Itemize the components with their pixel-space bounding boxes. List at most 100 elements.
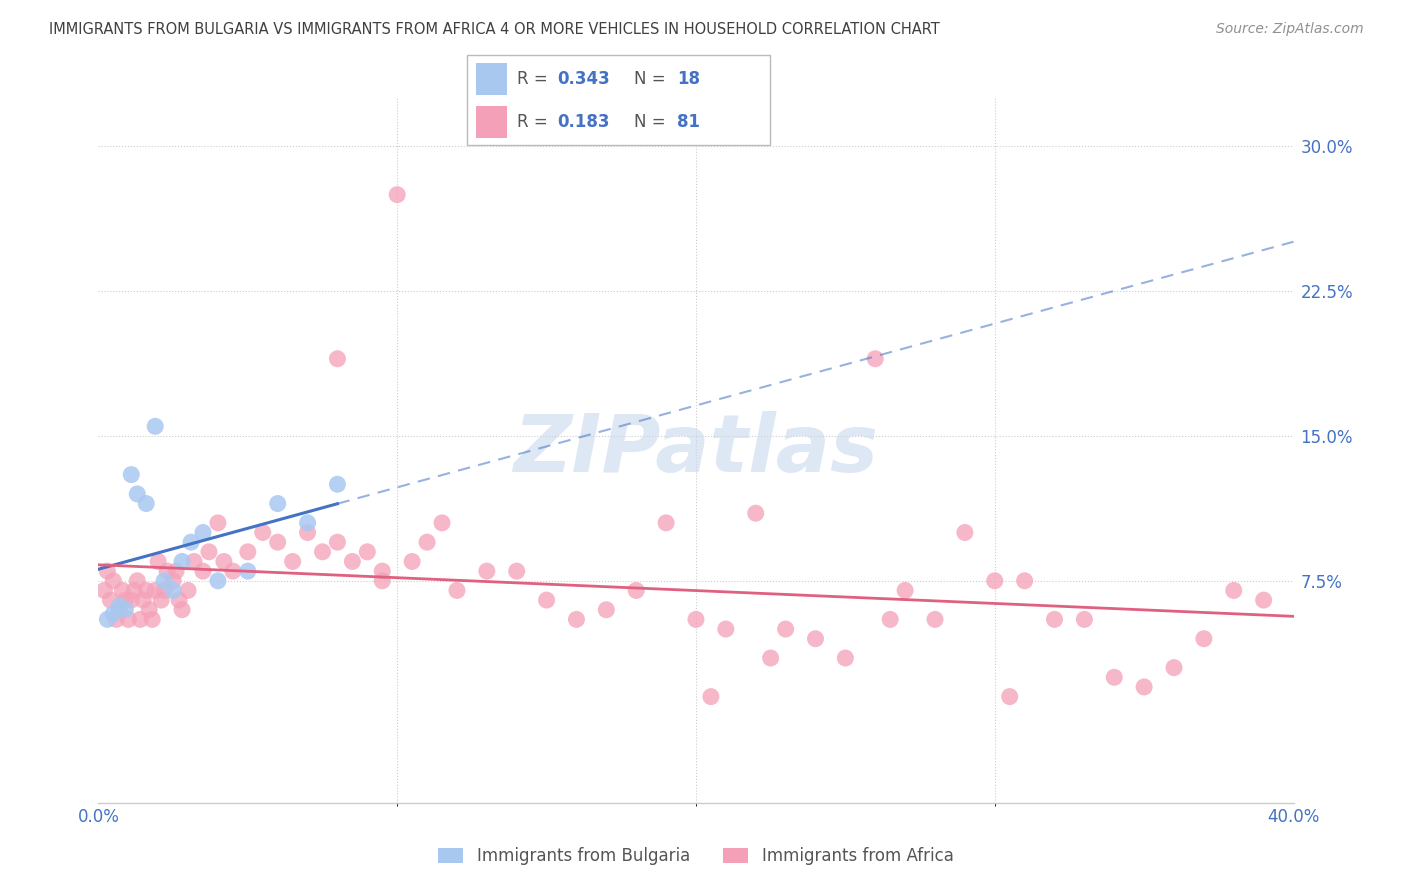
- Point: [834, 651, 856, 665]
- Point: [165, 564, 187, 578]
- Point: [953, 525, 976, 540]
- Point: [124, 583, 146, 598]
- Point: [894, 583, 917, 598]
- Point: [759, 651, 782, 665]
- Point: [183, 554, 205, 568]
- Text: R =: R =: [516, 70, 553, 87]
- Legend: Immigrants from Bulgaria, Immigrants from Africa: Immigrants from Bulgaria, Immigrants fro…: [432, 840, 960, 872]
- Point: [326, 535, 349, 549]
- Point: [267, 497, 290, 511]
- Point: [135, 583, 157, 598]
- Point: [595, 603, 617, 617]
- Point: [326, 351, 349, 366]
- Point: [342, 554, 364, 568]
- Point: [1133, 680, 1156, 694]
- Point: [96, 612, 118, 626]
- Point: [1073, 612, 1095, 626]
- Text: 18: 18: [678, 70, 700, 87]
- Point: [685, 612, 707, 626]
- FancyBboxPatch shape: [477, 106, 508, 138]
- Point: [207, 516, 229, 530]
- Point: [1163, 660, 1185, 674]
- Point: [191, 525, 214, 540]
- Point: [506, 564, 529, 578]
- Point: [1192, 632, 1215, 646]
- Point: [1104, 670, 1126, 684]
- Point: [167, 593, 190, 607]
- FancyBboxPatch shape: [477, 63, 508, 95]
- Point: [120, 593, 142, 607]
- Point: [143, 419, 166, 434]
- Point: [150, 593, 173, 607]
- Point: [804, 632, 827, 646]
- Point: [446, 583, 468, 598]
- Point: [311, 545, 333, 559]
- Point: [326, 477, 349, 491]
- Point: [252, 525, 274, 540]
- Point: [297, 516, 319, 530]
- Point: [1223, 583, 1246, 598]
- Point: [103, 574, 125, 588]
- Point: [297, 525, 319, 540]
- Point: [212, 554, 235, 568]
- Text: Source: ZipAtlas.com: Source: ZipAtlas.com: [1216, 22, 1364, 37]
- Point: [162, 583, 184, 598]
- Text: N =: N =: [634, 113, 671, 131]
- Point: [207, 574, 229, 588]
- Point: [475, 564, 498, 578]
- Point: [129, 612, 152, 626]
- Point: [141, 612, 163, 626]
- Point: [865, 351, 887, 366]
- Point: [236, 564, 259, 578]
- Point: [356, 545, 378, 559]
- Point: [180, 535, 202, 549]
- Text: 81: 81: [678, 113, 700, 131]
- Point: [430, 516, 453, 530]
- Point: [153, 583, 176, 598]
- Point: [924, 612, 946, 626]
- Point: [156, 564, 179, 578]
- Point: [745, 506, 768, 520]
- Text: 0.343: 0.343: [557, 70, 610, 87]
- Point: [153, 574, 176, 588]
- Point: [96, 564, 118, 578]
- Point: [138, 603, 160, 617]
- Point: [416, 535, 439, 549]
- Point: [172, 603, 194, 617]
- Point: [143, 583, 166, 598]
- Point: [385, 187, 409, 202]
- Point: [879, 612, 901, 626]
- Point: [98, 593, 122, 607]
- Point: [191, 564, 214, 578]
- Point: [371, 574, 394, 588]
- Point: [148, 554, 170, 568]
- Point: [117, 612, 139, 626]
- Point: [177, 583, 200, 598]
- Point: [198, 545, 221, 559]
- Point: [714, 622, 737, 636]
- Point: [114, 603, 136, 617]
- Point: [1253, 593, 1275, 607]
- Point: [998, 690, 1021, 704]
- Point: [172, 554, 194, 568]
- Point: [700, 690, 723, 704]
- Point: [267, 535, 290, 549]
- Point: [114, 593, 136, 607]
- Text: 0.183: 0.183: [557, 113, 609, 131]
- Point: [108, 599, 131, 613]
- Text: ZIPatlas: ZIPatlas: [513, 411, 879, 490]
- Text: R =: R =: [516, 113, 553, 131]
- Point: [108, 603, 131, 617]
- Point: [111, 583, 134, 598]
- Point: [775, 622, 797, 636]
- Point: [281, 554, 304, 568]
- Text: IMMIGRANTS FROM BULGARIA VS IMMIGRANTS FROM AFRICA 4 OR MORE VEHICLES IN HOUSEHO: IMMIGRANTS FROM BULGARIA VS IMMIGRANTS F…: [49, 22, 941, 37]
- Point: [984, 574, 1007, 588]
- Point: [236, 545, 259, 559]
- FancyBboxPatch shape: [467, 55, 770, 145]
- Point: [132, 593, 155, 607]
- Point: [1043, 612, 1066, 626]
- Point: [120, 467, 142, 482]
- Point: [103, 607, 125, 621]
- Point: [371, 564, 394, 578]
